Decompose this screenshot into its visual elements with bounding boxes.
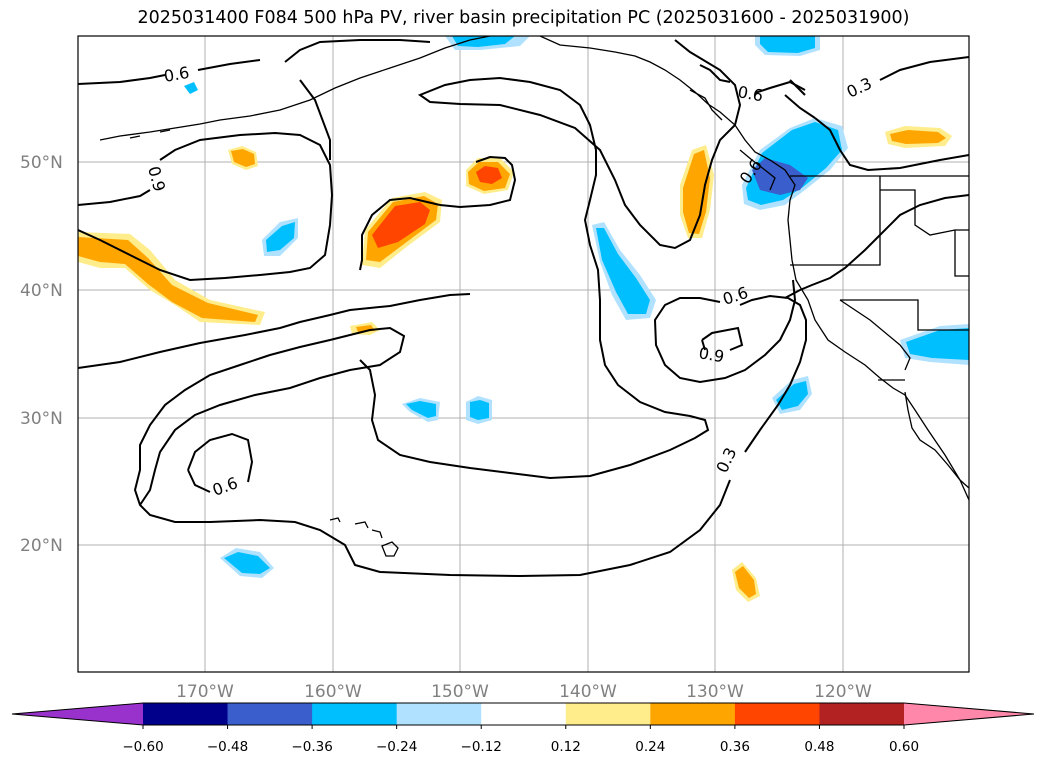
contour-label: 0.6: [162, 63, 190, 86]
colorbar-tick-label: −0.24: [376, 739, 417, 755]
contour-0.3: [133, 326, 731, 578]
lon-label-160w: 160°W: [304, 682, 362, 702]
colorbar-tick-label: −0.48: [207, 739, 248, 755]
colorbar-segment: [650, 703, 736, 725]
contour-0.9-west: [78, 131, 334, 282]
colorbar-segment: [396, 703, 482, 725]
colorbar-segment: [819, 703, 905, 725]
lon-label-120w: 120°W: [814, 682, 872, 702]
lat-label-20n: 20°N: [20, 536, 63, 556]
lat-label-30n: 30°N: [20, 409, 63, 429]
colorbar-segment: [312, 703, 398, 725]
colorbar-segments: [11, 702, 1035, 726]
coastlines: [99, 36, 969, 557]
colorbar-extend-high: [904, 703, 1034, 725]
colorbar-tick-label: 0.36: [720, 739, 750, 755]
contour-0.3-east: [739, 294, 807, 453]
pv-contours: [78, 39, 969, 578]
colorbar-tick-label: 0.60: [889, 739, 919, 755]
lon-label-170w: 170°W: [176, 682, 234, 702]
colorbar-tick-label: −0.36: [291, 739, 332, 755]
contour-0.6-big: [78, 293, 471, 369]
colorbar-ticks: −0.60 −0.48 −0.36 −0.24 −0.12 0.12 0.24 0.36 0.4…: [122, 725, 919, 755]
lon-label-140w: 140°W: [559, 682, 617, 702]
colorbar-tick-label: 0.24: [635, 739, 665, 755]
colorbar-tick-label: 0.12: [551, 739, 581, 755]
colorbar-tick-label: 0.48: [804, 739, 834, 755]
colorbar-segment: [481, 703, 567, 725]
colorbar-tick-label: −0.60: [122, 739, 163, 755]
lon-label-130w: 130°W: [686, 682, 744, 702]
plot-area: 0.6 0.9 0.6 0.3 0.6 0.6 0.9 0.6 0.3: [78, 36, 969, 672]
colorbar-segment: [734, 703, 820, 725]
colorbar-segment: [227, 703, 313, 725]
lat-labels: 50°N 40°N 30°N 20°N: [20, 153, 63, 556]
contour-0.6-north: [78, 59, 261, 85]
contour-label: 0.9: [697, 343, 725, 366]
contour-label: 0.6: [736, 82, 764, 105]
colorbar-segment: [565, 703, 651, 725]
lat-label-40n: 40°N: [20, 281, 63, 301]
lat-label-50n: 50°N: [20, 153, 63, 173]
lon-label-150w: 150°W: [431, 682, 489, 702]
lon-labels: 170°W 160°W 150°W 140°W 130°W 120°W: [176, 682, 872, 702]
contour-0.6-small: [187, 432, 254, 483]
colorbar-segment: [143, 703, 229, 725]
map-frame: [77, 35, 970, 673]
map-title: 2025031400 F084 500 hPa PV, river basin …: [137, 8, 910, 28]
colorbar: −0.60 −0.48 −0.36 −0.24 −0.12 0.12 0.24 0.36 0.4…: [11, 702, 1035, 755]
precip-shading: [78, 36, 969, 602]
colorbar-extend-low: [12, 703, 143, 725]
colorbar-tick-label: −0.12: [461, 739, 502, 755]
